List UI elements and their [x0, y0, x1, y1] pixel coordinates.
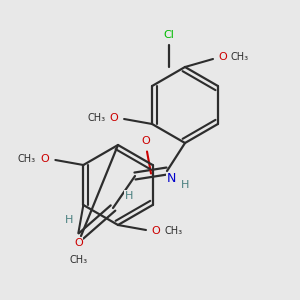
Text: O: O: [74, 238, 83, 248]
Text: CH₃: CH₃: [87, 113, 105, 123]
Text: O: O: [40, 154, 49, 164]
Text: O: O: [152, 226, 160, 236]
Text: H: H: [181, 180, 189, 190]
Text: O: O: [219, 52, 227, 62]
Text: Cl: Cl: [163, 30, 174, 40]
Text: H: H: [125, 191, 133, 201]
Text: CH₃: CH₃: [165, 226, 183, 236]
Text: O: O: [142, 136, 150, 146]
Text: N: N: [166, 172, 176, 185]
Text: H: H: [65, 215, 73, 225]
Text: CH₃: CH₃: [69, 255, 87, 265]
Text: CH₃: CH₃: [231, 52, 249, 62]
Text: CH₃: CH₃: [17, 154, 35, 164]
Text: O: O: [110, 113, 118, 123]
